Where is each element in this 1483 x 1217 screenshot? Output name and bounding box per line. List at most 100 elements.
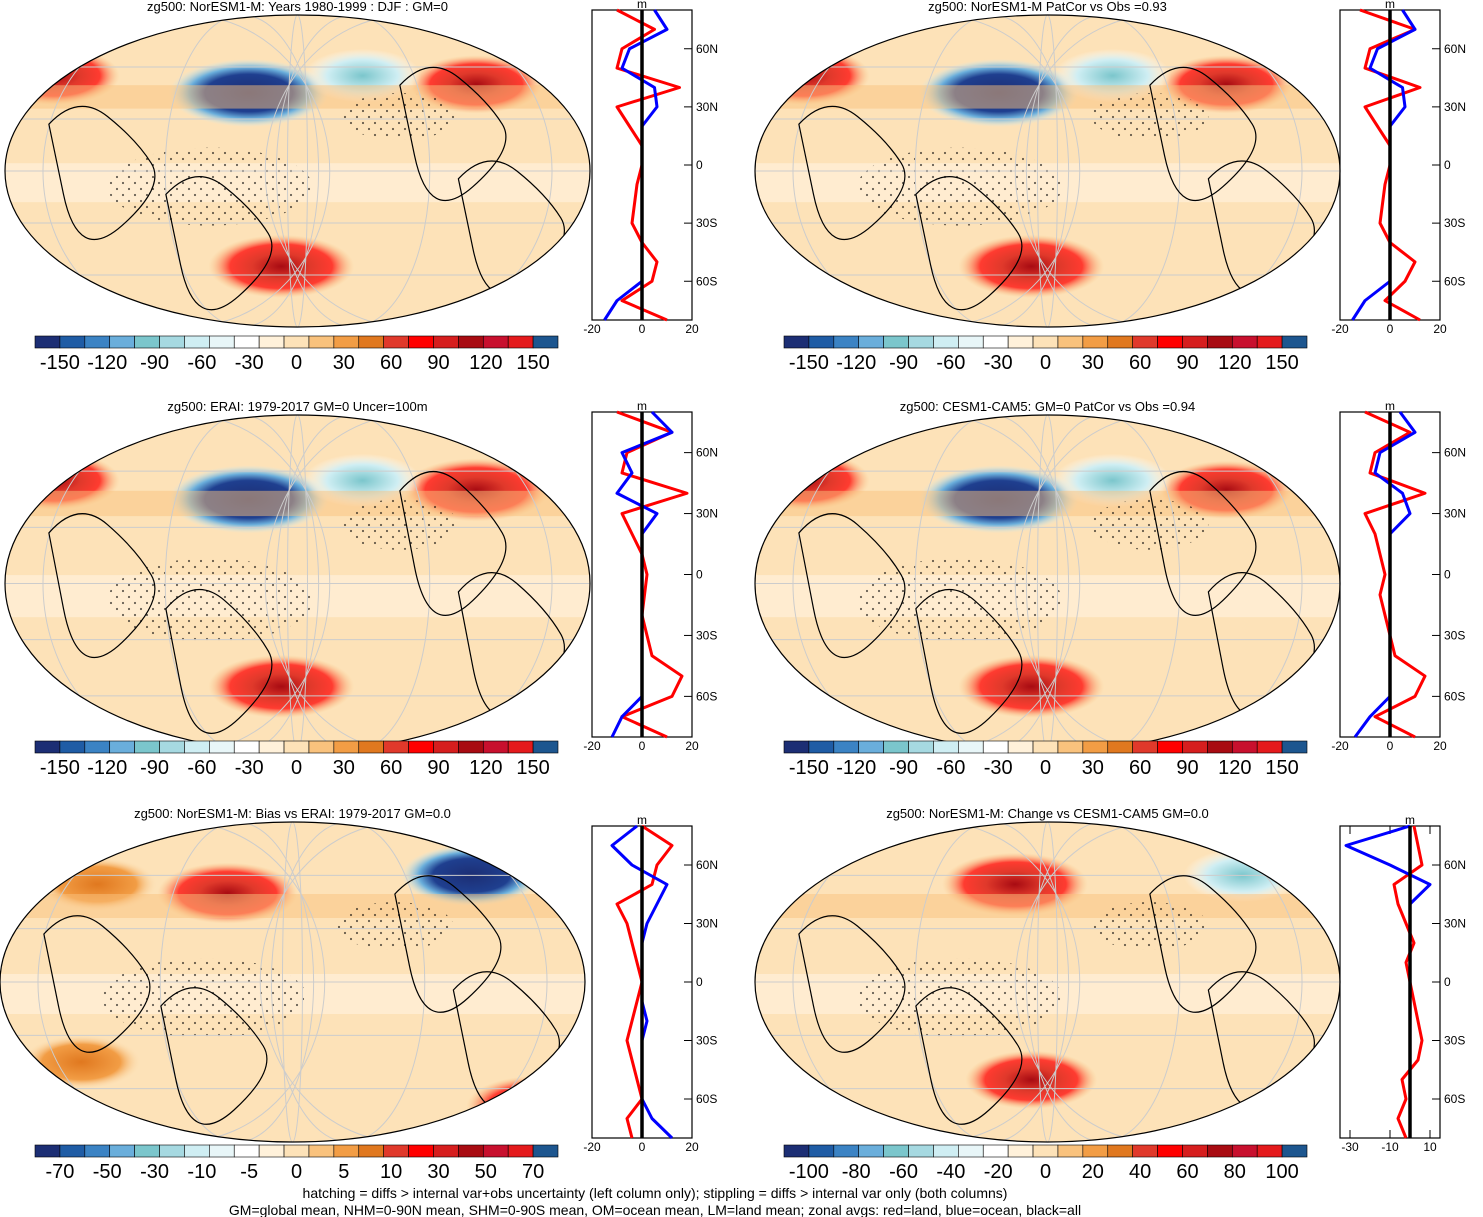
x-tick-label: -20 xyxy=(1331,322,1349,336)
colorbar-swatch xyxy=(1032,1144,1059,1158)
colorbar-label: 60 xyxy=(380,757,402,779)
colorbar-swatch xyxy=(1132,335,1158,349)
colorbar-swatch xyxy=(233,740,260,754)
stippling xyxy=(341,499,459,550)
graticule-lon xyxy=(264,15,553,327)
map-title: zg500: ERAI: 1979-2017 GM=0 Uncer=100m xyxy=(167,399,427,414)
colorbar-swatch xyxy=(532,1144,559,1158)
y-tick-label: 30S xyxy=(1444,628,1465,642)
x-tick-label: 20 xyxy=(685,739,699,753)
colorbar-swatch xyxy=(458,335,484,349)
colorbar-label: 90 xyxy=(427,757,449,779)
y-tick-label: 60N xyxy=(696,858,718,872)
colorbar-swatch xyxy=(258,740,285,754)
colorbar-swatch xyxy=(233,335,260,349)
panel-top-right: zg500: NorESM1-M PatCor vs Obs =0.93 -150… xyxy=(754,0,1466,374)
colorbar-label: 120 xyxy=(1218,352,1251,374)
continent-outline xyxy=(798,513,906,659)
colorbar-swatch xyxy=(408,740,434,754)
colorbar-label: -90 xyxy=(140,352,169,374)
y-tick-label: 0 xyxy=(696,975,703,989)
colorbar-swatch xyxy=(333,1144,360,1158)
graticule-lon xyxy=(270,822,426,1142)
panel-middle-right: zg500: CESM1-CAM5: GM=0 PatCor vs Obs =0… xyxy=(754,399,1466,779)
stippling xyxy=(336,902,454,950)
colorbar-swatch xyxy=(134,335,160,349)
colorbar-swatch xyxy=(1082,740,1109,754)
graticule-lon xyxy=(1037,822,1058,1142)
continent-outline xyxy=(915,588,1023,734)
colorbar-swatch xyxy=(383,740,409,754)
y-tick-label: 0 xyxy=(1444,975,1451,989)
x-tick-label: 10 xyxy=(1423,1140,1437,1154)
colorbar-swatch xyxy=(383,1144,409,1158)
continent-outline xyxy=(1149,470,1257,616)
colorbar-swatch xyxy=(109,1144,135,1158)
colorbar-swatch xyxy=(482,1144,509,1158)
colorbar-swatch xyxy=(308,335,335,349)
colorbar-swatch xyxy=(184,335,210,349)
colorbar-swatch xyxy=(34,335,61,349)
graticule-lon xyxy=(259,822,548,1142)
anomaly-antarctica xyxy=(466,1075,585,1138)
colorbar-swatch xyxy=(1256,1144,1283,1158)
colorbar-label: 30 xyxy=(427,1161,449,1183)
graticule-lon xyxy=(914,415,1070,752)
midlat-band xyxy=(755,490,1340,517)
continent-outline xyxy=(165,588,273,734)
graticule-lon xyxy=(1014,15,1303,327)
x-tick-label: -20 xyxy=(583,1140,601,1154)
graticule-lon xyxy=(275,415,431,752)
colorbar-swatch xyxy=(159,335,185,349)
footnote-line-1: hatching = diffs > internal var+obs unce… xyxy=(303,1185,1008,1201)
colorbar-label: 0 xyxy=(1040,352,1051,374)
map-border xyxy=(0,821,586,1143)
colorbar-swatch xyxy=(159,1144,185,1158)
continent-outline xyxy=(399,66,507,202)
colorbar-swatch xyxy=(1082,1144,1109,1158)
colorbar-label: 150 xyxy=(1265,352,1298,374)
colorbar-swatch xyxy=(159,740,185,754)
continent-outline xyxy=(915,175,1023,311)
colorbar-swatch xyxy=(84,740,111,754)
colorbar-swatch xyxy=(1032,740,1059,754)
midlat-band xyxy=(5,85,590,109)
colorbar-swatch xyxy=(1107,740,1133,754)
colorbar-label: -10 xyxy=(187,1161,216,1183)
x-tick-label: 0 xyxy=(639,1140,646,1154)
profile-units: m xyxy=(1385,0,1395,11)
colorbar-swatch xyxy=(532,740,559,754)
colorbar-swatch xyxy=(333,335,360,349)
panel-bottom-left: zg500: NorESM1-M: Bias vs ERAI: 1979-201… xyxy=(0,806,718,1183)
colorbar-swatch xyxy=(34,740,61,754)
colorbar-swatch xyxy=(383,335,409,349)
colorbar-swatch xyxy=(1256,335,1283,349)
colorbar-label: 10 xyxy=(380,1161,402,1183)
colorbar-label: 90 xyxy=(427,352,449,374)
graticule-lon xyxy=(1025,415,1181,752)
colorbar-label: 0 xyxy=(291,1161,302,1183)
continent-outline xyxy=(798,915,906,1053)
colorbar-swatch xyxy=(358,1144,384,1158)
colorbar-swatch xyxy=(109,740,135,754)
colorbar-label: -30 xyxy=(140,1161,169,1183)
colorbar-swatch xyxy=(1132,740,1158,754)
colorbar-swatch xyxy=(783,1144,810,1158)
graticule-lon xyxy=(282,822,303,1142)
continent-outline xyxy=(48,105,156,241)
x-tick-label: -30 xyxy=(1341,1140,1359,1154)
continent-outline xyxy=(394,875,502,1013)
colorbar-swatch xyxy=(458,1144,484,1158)
colorbar-label: -20 xyxy=(984,1161,1013,1183)
colorbar-swatch xyxy=(1057,740,1084,754)
y-tick-label: 60N xyxy=(1444,42,1466,56)
y-tick-label: 0 xyxy=(696,568,703,582)
colorbar-label: 0 xyxy=(1040,1161,1051,1183)
colorbar-swatch xyxy=(1182,1144,1208,1158)
colorbar-swatch xyxy=(458,740,484,754)
colorbar-swatch xyxy=(109,335,135,349)
midlat-band xyxy=(5,490,590,517)
x-tick-label: -20 xyxy=(583,739,601,753)
y-tick-label: 30N xyxy=(696,917,718,931)
colorbar-swatch xyxy=(783,740,810,754)
